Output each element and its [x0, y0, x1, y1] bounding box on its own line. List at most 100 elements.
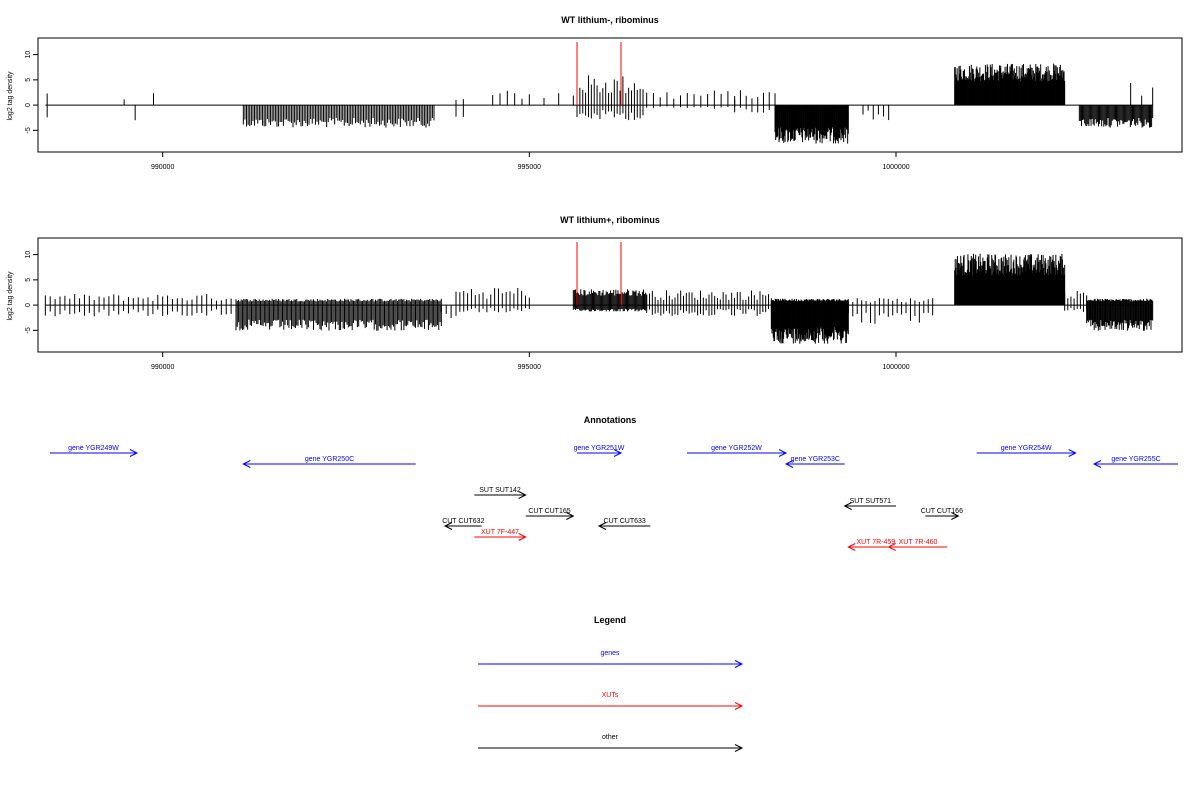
annotations-title: Annotations: [584, 415, 637, 425]
x-tick-label: 995000: [518, 164, 541, 171]
annotation-feature: gene YGR255C: [1092, 456, 1178, 468]
bar-segment: [954, 63, 1066, 106]
bar-segment: [954, 253, 1066, 306]
annotation-feature: gene YGR253C: [784, 456, 845, 468]
feature-label: gene YGR254W: [1001, 445, 1052, 452]
bar-segment: [1078, 105, 1154, 128]
bar-segment: [492, 90, 523, 106]
legend-title: Legend: [594, 615, 626, 625]
bar-segment: [235, 298, 442, 331]
panel-title: WT lithium+, ribominus: [560, 215, 660, 225]
feature-label: gene YGR250C: [305, 456, 354, 463]
bar-segment: [646, 90, 736, 109]
annotation-feature: SUT SUT571: [843, 498, 896, 510]
legend-label: XUTs: [602, 692, 619, 699]
feature-label: gene YGR252W: [711, 445, 762, 452]
arrow-head-icon: [847, 543, 856, 551]
annotation-feature: XUT 7F-447: [474, 529, 527, 541]
feature-label: SUT SUT142: [479, 487, 521, 494]
track-panel-lithium-plus: WT lithium+, ribominus log2 tag density …: [7, 215, 1183, 371]
bar-segment: [242, 105, 435, 128]
y-tick-label: -5: [25, 127, 32, 133]
arrow-head-icon: [951, 512, 960, 520]
y-tick-label: -5: [25, 327, 32, 333]
bar-segment: [455, 287, 530, 313]
bar-segment: [528, 93, 574, 106]
annotation-feature: SUT SUT142: [474, 487, 527, 499]
annotation-feature: CUT CUT633: [597, 518, 651, 530]
annotation-feature: XUT 7R-459: [847, 539, 904, 551]
panel-title: WT lithium-, ribominus: [561, 15, 659, 25]
arrow-head-icon: [1092, 460, 1102, 468]
annotation-feature: CUT CUT632: [442, 518, 485, 530]
x-tick-label: 1000000: [882, 164, 909, 171]
arrow-head-icon: [443, 522, 453, 530]
annotation-feature: gene YGR249W: [50, 445, 139, 457]
bar-segment: [1130, 82, 1154, 106]
bar-segment: [646, 290, 772, 316]
arrow-head-icon: [129, 449, 139, 457]
y-tick-label: 5: [25, 278, 32, 282]
annotation-feature: CUT CUT165: [525, 508, 575, 520]
annotation-feature: gene YGR252W: [687, 445, 788, 457]
annotation-feature: CUT CUT166: [921, 508, 963, 520]
arrow-head-icon: [887, 543, 896, 551]
bar-segment: [862, 105, 890, 121]
annotation-feature: XUT 7R-460: [887, 539, 948, 551]
bar-segment: [734, 90, 776, 113]
arrow-head-icon: [613, 449, 623, 457]
y-axis-label: log2 tag density: [7, 71, 14, 121]
plot-frame: [37, 37, 1183, 153]
feature-label: gene YGR249W: [68, 445, 119, 452]
feature-label: CUT CUT633: [604, 518, 646, 525]
annotation-feature: gene YGR251W: [574, 445, 625, 457]
y-tick-label: 0: [25, 103, 32, 107]
bar-segment: [1086, 298, 1154, 331]
arrow-head-icon: [518, 491, 527, 499]
density-bars: [44, 242, 1154, 344]
arrow-head-icon: [242, 460, 251, 468]
arrow-head-icon: [734, 702, 744, 710]
arrow-head-icon: [734, 744, 744, 752]
bar-segment: [572, 289, 648, 312]
arrow-head-icon: [778, 449, 788, 457]
legend-panel: Legend genes XUTs other: [478, 615, 744, 752]
annotation-feature: gene YGR254W: [976, 445, 1077, 457]
bar-segment: [576, 75, 644, 121]
bar-segment: [455, 99, 464, 117]
feature-label: gene YGR251W: [574, 445, 625, 452]
x-tick-label: 995000: [518, 364, 541, 371]
y-tick-label: 10: [25, 51, 32, 59]
legend-entry: other: [478, 734, 744, 752]
arrow-head-icon: [518, 533, 527, 541]
density-bars: [45, 42, 1154, 144]
feature-label: XUT 7R-459: [856, 539, 895, 546]
legend-entry: XUTs: [478, 692, 744, 710]
y-tick-label: 10: [25, 251, 32, 259]
arrow-head-icon: [843, 502, 852, 510]
arrow-head-icon: [566, 512, 575, 520]
arrow-head-icon: [734, 660, 744, 668]
track-panel-lithium-minus: WT lithium-, ribominus log2 tag density …: [7, 15, 1183, 171]
y-tick-label: 5: [25, 78, 32, 82]
plot-frame: [37, 237, 1183, 353]
feature-label: gene YGR255C: [1111, 456, 1160, 463]
feature-label: XUT 7R-460: [899, 539, 938, 546]
bar-segment: [440, 305, 457, 319]
bar-segment: [847, 298, 934, 324]
arrow-head-icon: [1068, 449, 1077, 457]
feature-label: CUT CUT165: [528, 508, 570, 515]
bar-segment: [774, 105, 849, 144]
legend-label: genes: [600, 650, 620, 657]
legend-entry: genes: [478, 650, 744, 668]
legend-entries: genes XUTs other: [478, 650, 744, 752]
arrow-head-icon: [597, 522, 607, 530]
feature-label: CUT CUT166: [921, 508, 963, 515]
annotation-features: gene YGR249W gene YGR250C gene YGR251W gene…: [50, 445, 1178, 551]
x-tick-label: 990000: [151, 164, 174, 171]
feature-label: gene YGR253C: [791, 456, 840, 463]
x-tick-label: 990000: [151, 364, 174, 371]
feature-label: SUT SUT571: [850, 498, 892, 505]
